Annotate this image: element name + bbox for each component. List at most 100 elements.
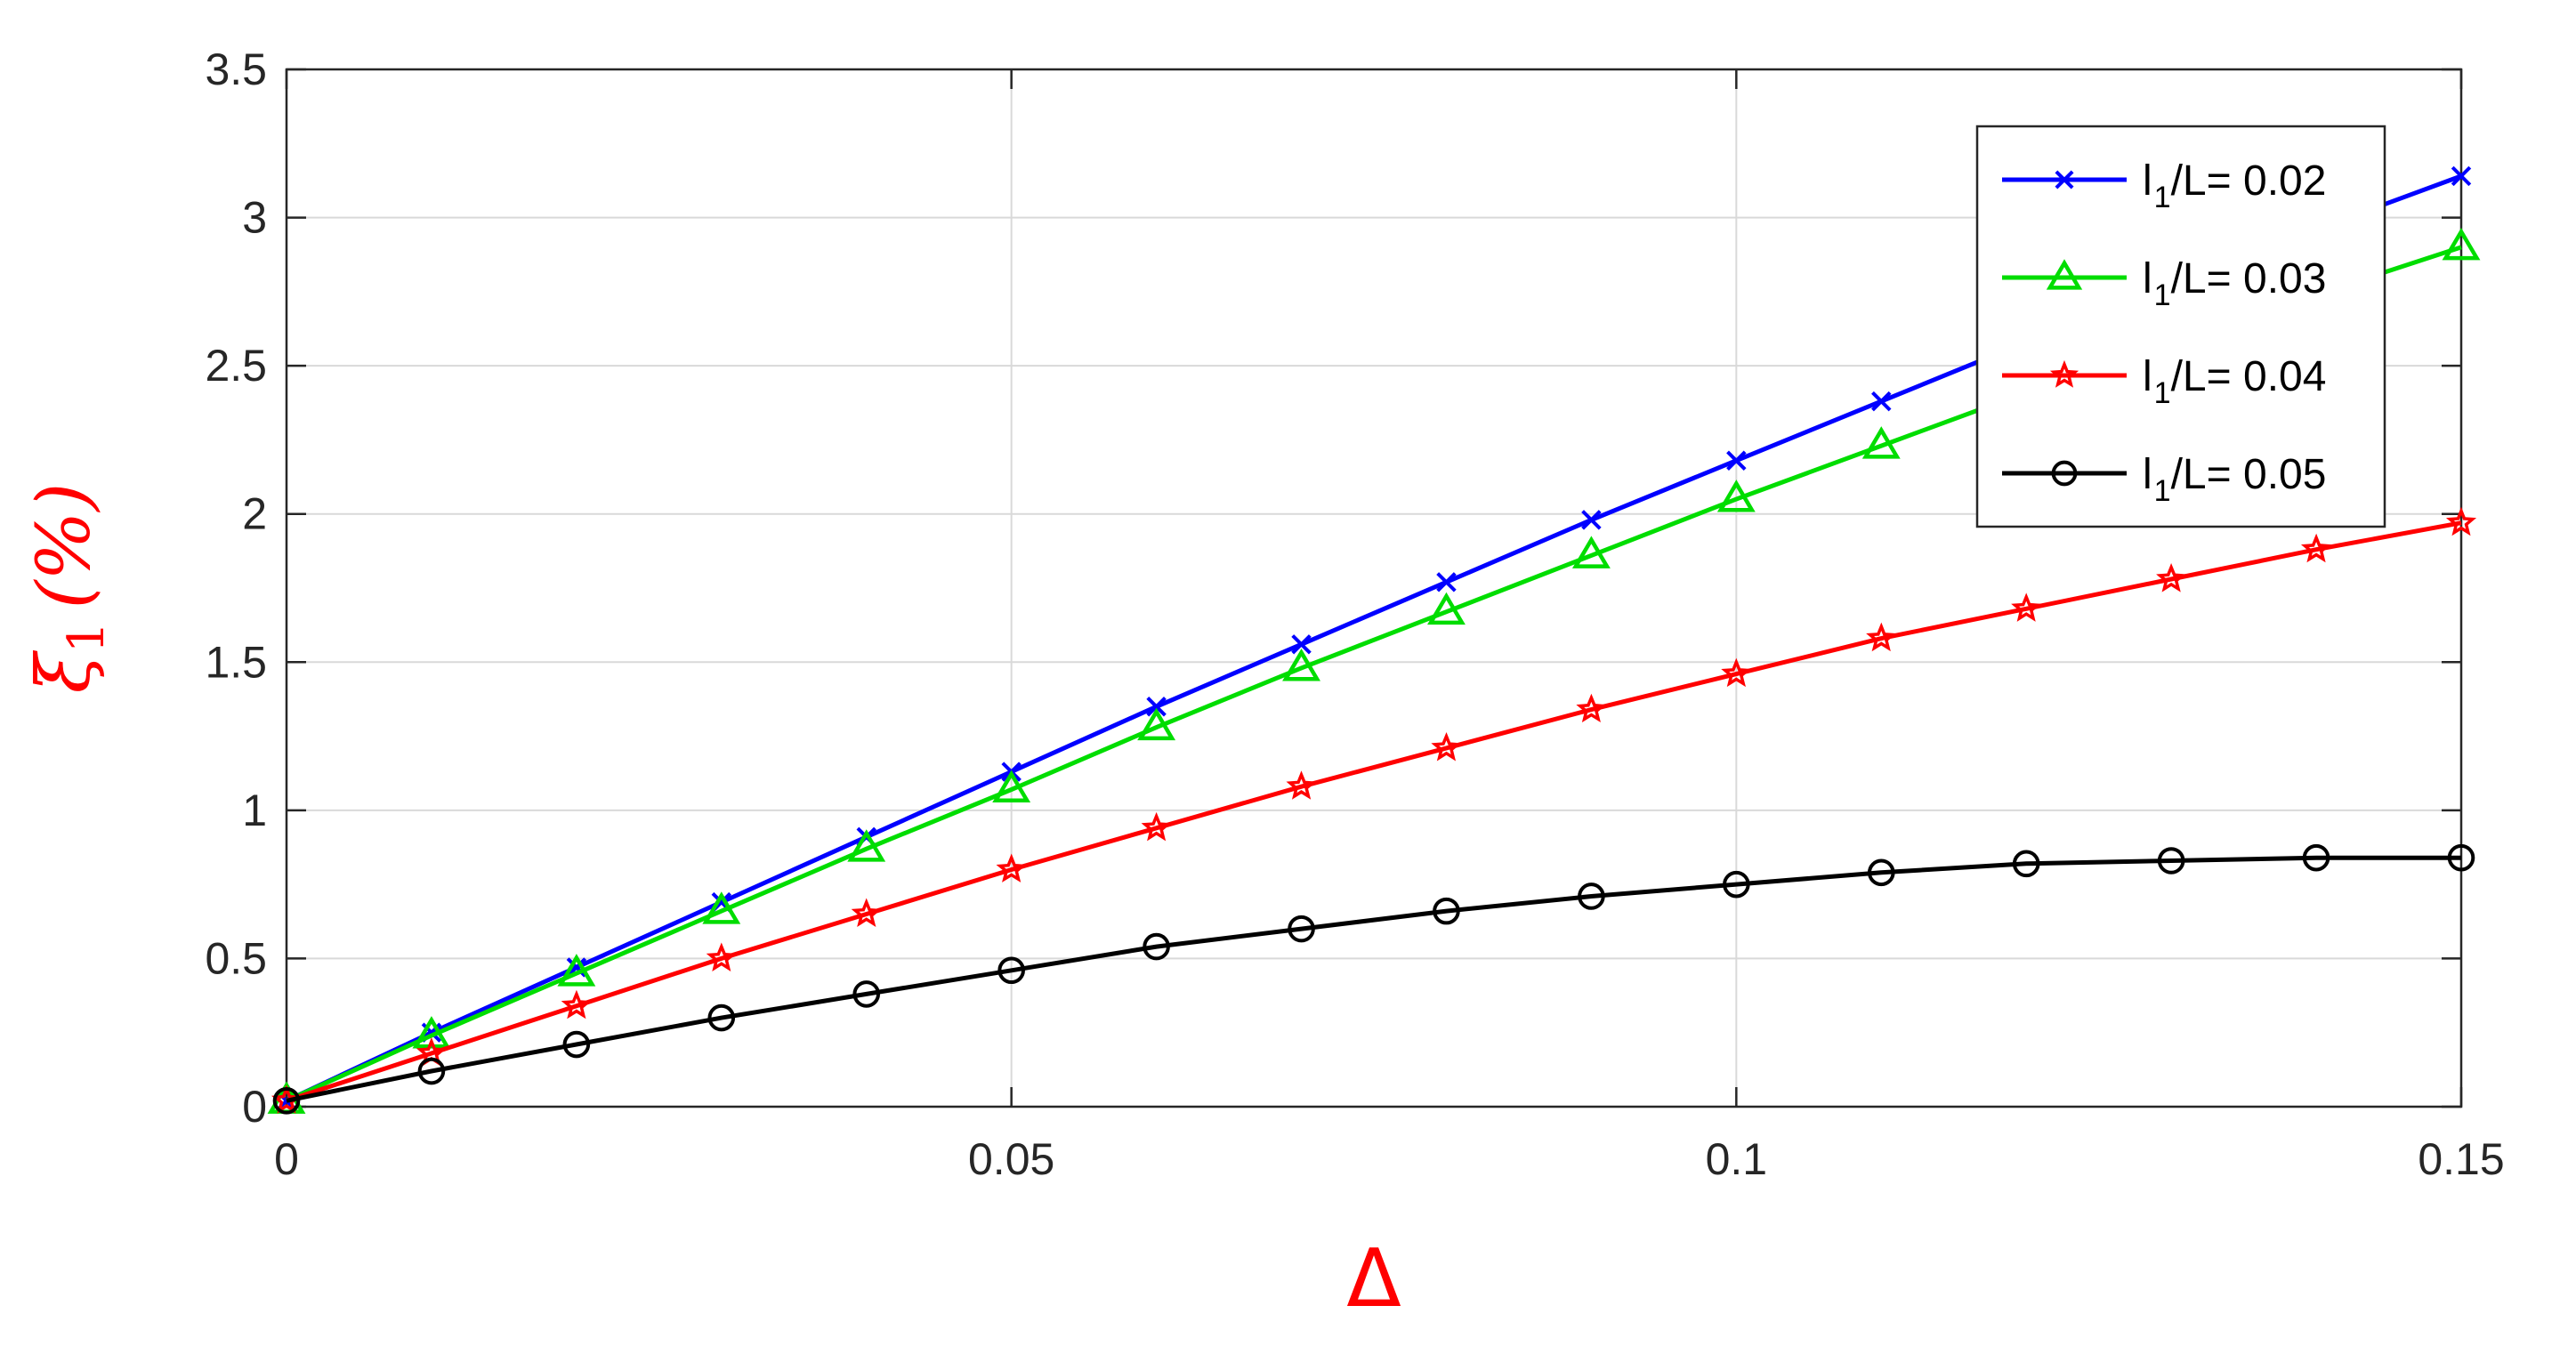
- y-tick-label: 0.5: [205, 933, 267, 983]
- triangle-marker: [557, 954, 596, 987]
- legend-label-post: /L= 0.04: [2171, 353, 2327, 400]
- legend-item: l1/L= 0.05: [2002, 451, 2326, 508]
- circle-marker: [852, 980, 881, 1008]
- circle-marker: [2302, 843, 2330, 872]
- legend-item: l1/L= 0.02: [2002, 157, 2326, 214]
- x-tick-label: 0: [274, 1134, 299, 1184]
- star-marker: [2300, 533, 2332, 563]
- y-axis-label: ξ1 (%): [22, 483, 116, 694]
- y-tick-label: 3.5: [205, 44, 267, 94]
- legend-item: l1/L= 0.03: [2002, 255, 2326, 312]
- x-tick-label: 0.15: [2418, 1134, 2504, 1184]
- circle-marker: [2012, 850, 2040, 878]
- series-line: [286, 855, 2461, 1103]
- y-axis-label-paren-close: ): [22, 483, 107, 513]
- y-tick-label: 0: [242, 1082, 267, 1132]
- triangle-marker: [1427, 592, 1466, 625]
- triangle-marker: [2442, 227, 2481, 261]
- circle-marker: [1867, 858, 1895, 887]
- x-marker: [2451, 165, 2472, 187]
- circle-marker: [417, 1057, 446, 1085]
- x-marker: [1436, 572, 1457, 592]
- triangle-marker: [847, 829, 886, 862]
- legend-label-sub: 1: [2154, 474, 2171, 508]
- circle-marker: [997, 956, 1025, 985]
- legend-label-post: /L= 0.03: [2171, 255, 2327, 302]
- star-marker: [1721, 657, 1752, 688]
- y-axis-label-symbol: ξ: [22, 649, 107, 693]
- x-tick-label: 0.1: [1706, 1134, 1768, 1184]
- circle-marker: [1288, 915, 1315, 943]
- triangle-marker: [1861, 426, 1901, 459]
- legend-label-sub: 1: [2154, 376, 2171, 410]
- triangle-marker: [1571, 536, 1611, 568]
- y-tick-label: 2: [242, 489, 267, 539]
- y-tick-label: 2.5: [205, 341, 267, 391]
- y-axis-label-paren-open: (: [22, 579, 107, 609]
- x-marker: [1291, 634, 1312, 655]
- legend-label-pre: l: [2143, 157, 2152, 205]
- legend-label: l1/L= 0.05: [2143, 451, 2326, 508]
- x-marker: [1581, 510, 1602, 530]
- star-marker: [996, 853, 1027, 883]
- x-marker-stroke: [1291, 634, 1312, 655]
- star-marker: [1431, 731, 1462, 762]
- star-marker: [1286, 770, 1317, 800]
- legend-label-sub: 1: [2154, 181, 2171, 214]
- triangle-marker: [1716, 480, 1756, 512]
- circle-marker: [707, 1003, 736, 1032]
- triangle-marker: [412, 1016, 451, 1049]
- legend-label: l1/L= 0.03: [2143, 255, 2326, 312]
- x-marker-stroke: [566, 957, 587, 978]
- y-axis-label-subscript: 1: [58, 622, 116, 654]
- x-marker-stroke: [2451, 165, 2472, 187]
- x-marker: [2055, 170, 2074, 189]
- x-marker-stroke: [2055, 170, 2074, 189]
- y-tick-label: 3: [242, 193, 267, 243]
- legend-label-sub: 1: [2154, 278, 2171, 312]
- axes: 0 0.05 0.1 0.15 0 0.5 1 1.5 2 2.5 3 3.5: [205, 44, 2504, 1184]
- x-marker-stroke: [1436, 572, 1457, 592]
- circle-marker: [562, 1030, 591, 1059]
- star-marker: [2156, 563, 2187, 592]
- triangle-marker: [992, 770, 1031, 803]
- star-marker: [851, 898, 882, 927]
- legend-label-post: /L= 0.02: [2171, 157, 2327, 205]
- triangle-marker: [1282, 649, 1320, 681]
- star-marker: [2011, 592, 2042, 622]
- series-4: [272, 843, 2475, 1115]
- legend-label-post: /L= 0.05: [2171, 451, 2327, 498]
- legend-label-pre: l: [2143, 451, 2152, 498]
- triangle-marker: [2046, 259, 2083, 290]
- star-marker: [2445, 506, 2477, 536]
- circle-marker: [1143, 932, 1170, 961]
- x-axis-label: Δ: [1346, 1232, 1401, 1326]
- circle-marker: [2051, 460, 2078, 487]
- series-3: [271, 506, 2477, 1114]
- star-marker: [706, 942, 737, 971]
- star-marker: [1576, 693, 1607, 723]
- x-marker-stroke: [1146, 697, 1167, 717]
- series-line: [286, 520, 2462, 1103]
- y-axis-label-unit: %: [22, 512, 107, 581]
- x-tick-label: 0.05: [968, 1134, 1054, 1184]
- circle-marker: [1433, 897, 1460, 925]
- circle-marker: [2157, 847, 2185, 874]
- legend-label: l1/L= 0.02: [2143, 157, 2326, 214]
- circle-marker: [272, 1087, 301, 1115]
- x-marker: [1871, 391, 1892, 412]
- legend-item: l1/L= 0.04: [2002, 353, 2326, 410]
- axes-box: [285, 68, 2463, 1108]
- triangle-marker: [1137, 707, 1176, 741]
- x-marker-stroke: [1581, 510, 1602, 530]
- x-marker: [1146, 697, 1167, 717]
- legend-label-pre: l: [2143, 353, 2152, 400]
- circle-marker: [1578, 883, 1605, 910]
- star-marker: [561, 989, 592, 1020]
- x-marker-stroke: [1726, 450, 1747, 471]
- legend-label-pre: l: [2143, 255, 2152, 302]
- x-marker-stroke: [1871, 391, 1892, 412]
- triangle-marker: [702, 891, 741, 924]
